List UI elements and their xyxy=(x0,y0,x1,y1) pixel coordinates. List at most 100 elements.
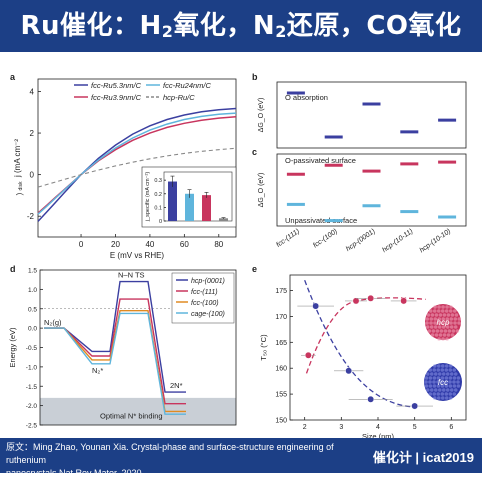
panel-a-xtick-label-0: 0 xyxy=(79,240,84,249)
panel-a-legend-label-0: fcc-Ru5.3nm/C xyxy=(91,81,142,90)
panel-e-ytick-label-3: 165 xyxy=(275,340,287,347)
panel-e-fcc-atom xyxy=(425,388,430,392)
panel-e-fcc-atom xyxy=(424,376,429,380)
panel-e-hcp-atom xyxy=(436,309,441,313)
panel-e-hcp-atom xyxy=(453,321,457,325)
panel-e-hcp-atom xyxy=(451,329,456,333)
panel-e-fcc-atom xyxy=(445,372,450,376)
title-banner xyxy=(0,0,482,52)
panel-e-hcp-atom xyxy=(437,305,441,309)
panel-e-fcc-atom xyxy=(452,376,457,380)
panel-c-frame xyxy=(276,153,467,227)
panel-e-ytick-label-4: 170 xyxy=(275,314,287,321)
banner-title-part3: 还原，CO氧化 xyxy=(286,11,462,41)
panel-e-hcp-atom xyxy=(446,313,451,317)
panel-e-ytick-label-2: 160 xyxy=(275,366,287,373)
panel-e-fcc-atom xyxy=(453,388,458,392)
panel-e-fcc-atom xyxy=(432,364,437,368)
panel-e-hcp-atom xyxy=(426,313,431,317)
panel-e-trend-hcp xyxy=(305,297,426,374)
panel-e-hcp-atom xyxy=(445,325,450,329)
panel-c-mark-1-0 xyxy=(286,202,305,206)
panel-d-ytick-label-4: -0.5 xyxy=(26,345,38,352)
figure-background xyxy=(4,62,478,434)
panel-a-series-3 xyxy=(37,147,237,188)
panel-b-mark-0 xyxy=(286,91,305,95)
panel-d-optimal-label: Optimal N* binding xyxy=(100,411,163,420)
panel-e-fcc-atom xyxy=(452,368,457,372)
panel-e-fcc-atom xyxy=(452,380,456,384)
panel-e-hcp-atom xyxy=(443,329,448,333)
panel-e-hcp-atom xyxy=(448,309,453,313)
panel-a-legend-label-2: fcc-Ru24nm/C xyxy=(163,81,212,90)
panel-e-point-0-2 xyxy=(367,294,375,302)
panel-e-hcp-atom xyxy=(434,333,439,337)
panel-e-fcc-atom xyxy=(440,396,445,400)
panel-e-hcp-atom xyxy=(442,313,447,317)
panel-c-letter: c xyxy=(252,147,257,157)
panel-e-xtick-label-2: 4 xyxy=(376,424,380,431)
panel-e-hcp-atom xyxy=(455,329,460,333)
panel-e-hcp-atom xyxy=(437,321,441,325)
panel-d-legend-box xyxy=(171,272,235,324)
panel-e-fcc-atom xyxy=(428,384,433,388)
panel-c-mark-0-4 xyxy=(438,160,457,164)
panel-e-hcp-atom xyxy=(449,317,454,321)
panel-a-ytick-label-3: 4 xyxy=(30,87,35,96)
panel-a-series-2 xyxy=(37,112,237,215)
panel-a-inset-frame xyxy=(163,171,233,222)
panel-e-fcc-atom xyxy=(456,384,461,388)
panel-a-xtick-label-2: 40 xyxy=(145,240,154,249)
panel-b-title: O absorption xyxy=(285,93,328,102)
panel-e-hcp-atom xyxy=(441,317,446,321)
panel-e-hcp-atom xyxy=(441,305,445,309)
panel-e-hcp-atom xyxy=(431,329,436,333)
panel-e-fcc-atom xyxy=(444,392,449,396)
panel-a-inset-bar-2 xyxy=(202,195,211,221)
panel-e-hcp-atom xyxy=(441,325,446,329)
panel-e-hcp-atom xyxy=(429,321,433,325)
panel-a-ytick-label-1: 0 xyxy=(30,171,35,180)
panel-d-state-label-3: 2N* xyxy=(170,381,183,390)
panel-e-hcp-atom xyxy=(435,329,440,333)
citation: 原文：Ming Zhao, Younan Xia. Crystal-phase … xyxy=(6,441,336,480)
panel-e-hcp-atom xyxy=(427,329,432,333)
panel-bc-category-4: hcp-(10-10) xyxy=(419,228,453,254)
panel-e-fcc-atom xyxy=(428,380,432,384)
panel-e-hcp-atom xyxy=(425,321,429,325)
panel-e-fcc-atom xyxy=(441,372,446,376)
panel-e-hcp-atom xyxy=(441,337,445,341)
panel-d-ylabel: Energy (eV) xyxy=(8,327,17,368)
panel-c-mark-1-1 xyxy=(324,219,343,223)
banner-title: Ru催化：H2氧化，N2还原，CO氧化 xyxy=(0,0,482,52)
panel-e-fcc-atom xyxy=(436,380,440,384)
panel-e-point-0-3 xyxy=(400,297,408,305)
panel-e-fcc-atom xyxy=(432,368,437,372)
panel-e-fcc-atom xyxy=(448,396,453,400)
panel-d-ytick-label-3: -1.0 xyxy=(26,364,38,371)
panel-b-mark-4 xyxy=(438,118,457,122)
panel-e-hcp-atom xyxy=(441,321,445,325)
panel-e-fcc-atom xyxy=(449,388,454,392)
panel-c-mark-0-3 xyxy=(400,162,419,166)
panel-d-legend-label-2: fcc-(100) xyxy=(191,300,219,307)
panel-a-inset-ytick-label-3: 0.3 xyxy=(154,178,162,184)
panel-e-trend-fcc xyxy=(304,279,415,408)
panel-e-hcp-atom xyxy=(453,325,458,329)
panel-a-inset-bar-1 xyxy=(185,193,194,221)
panel-c-mark-0-2 xyxy=(362,169,381,173)
panel-e-hcp-atom xyxy=(450,313,455,317)
panel-e-hcp-atom xyxy=(438,333,443,337)
panel-a-series-0 xyxy=(37,107,237,222)
panel-d-ytick-label-8: 1.5 xyxy=(28,268,37,275)
panel-a-inset-ytick-label-0: 0 xyxy=(159,219,162,225)
panel-e-hcp-atom xyxy=(442,333,447,337)
panel-a-xtick-label-4: 80 xyxy=(214,240,223,249)
panel-e-fcc-atom xyxy=(444,380,448,384)
panel-a-ytick-label-0: -2 xyxy=(27,212,35,221)
panel-e-hcp-atom xyxy=(433,317,438,321)
panel-a-legend-label-1: fcc-Ru3.9nm/C xyxy=(91,93,142,102)
panel-e-hcp-atom xyxy=(439,329,444,333)
panel-e-hcp-atom xyxy=(450,333,455,337)
